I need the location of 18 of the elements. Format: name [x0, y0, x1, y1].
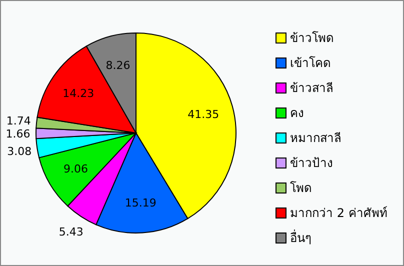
- legend-label: คง: [290, 106, 304, 120]
- data-label: 3.08: [7, 144, 32, 158]
- legend-label: เข้าโคด: [290, 56, 331, 70]
- legend-label: อื่นๆ: [290, 229, 311, 246]
- data-label: 41.35: [188, 108, 220, 122]
- legend-label: ข้าวป้าง: [290, 156, 333, 170]
- legend-label: โพด: [290, 181, 312, 196]
- legend-label: หมากสาลี: [290, 131, 341, 146]
- legend-label: มากกว่า 2 ค่าศัพท์: [290, 206, 388, 220]
- legend-label: ข้าวโพด: [290, 31, 334, 46]
- data-label: 5.43: [58, 225, 84, 238]
- legend-label: ข้าวสาลี: [290, 81, 333, 96]
- data-label: 15.19: [124, 196, 156, 210]
- data-label: 1.74: [6, 114, 31, 128]
- data-label: 1.66: [6, 127, 30, 140]
- data-label: 14.23: [62, 87, 94, 100]
- data-label: 8.26: [106, 59, 130, 72]
- data-label: 9.06: [64, 162, 88, 176]
